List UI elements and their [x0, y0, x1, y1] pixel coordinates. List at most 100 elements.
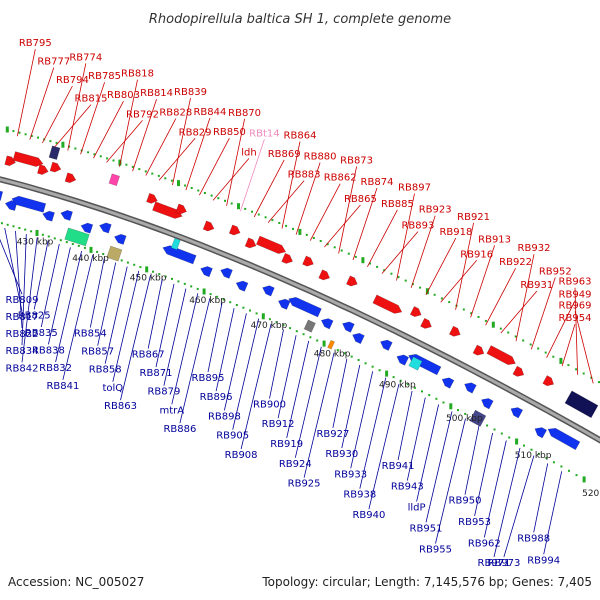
label-leader-line [226, 118, 245, 206]
tick-dot [529, 343, 532, 346]
reverse-gene-arrow [235, 280, 249, 292]
label-leader-line [561, 323, 576, 367]
tick-dot [49, 140, 52, 143]
reverse-gene-label: RB842 [6, 363, 39, 374]
misc-feature-block [48, 145, 61, 160]
kbp-scale-label: 490 kbp [379, 380, 416, 390]
label-leader-line [309, 183, 341, 241]
tick-dot [12, 225, 15, 228]
misc-feature-block [106, 245, 123, 262]
tick-dot [99, 155, 102, 158]
backbone-line [0, 177, 600, 442]
label-leader-line [493, 447, 521, 558]
tick-dot [139, 266, 142, 269]
tick-dot [347, 252, 350, 255]
reverse-gene-arrow [277, 298, 291, 310]
tick-dot [544, 351, 547, 354]
forward-gene-label: RB963 [559, 277, 592, 288]
misc-feature-block [64, 227, 90, 247]
forward-gene-label: RB777 [37, 57, 70, 68]
tick-dot [537, 452, 540, 455]
reverse-gene-label: RB951 [410, 523, 443, 534]
tick-dot [196, 287, 199, 290]
tick-dot [278, 222, 281, 224]
tick-dot [271, 219, 274, 222]
tick-dot [203, 192, 206, 194]
forward-gene-label: RB954 [559, 313, 592, 324]
reverse-gene-arrow [42, 210, 55, 222]
label-leader-line [533, 463, 549, 533]
map-title: Rhodopirellula baltica SH 1, complete ge… [149, 12, 451, 27]
tick-dot [493, 428, 496, 431]
tick-dot [106, 157, 109, 160]
tick-dot [491, 321, 495, 328]
forward-gene-label: RB931 [520, 280, 553, 291]
forward-gene-label: RB794 [56, 75, 89, 86]
tick-dot [500, 432, 503, 435]
topology-summary-text: Topology: circular; Length: 7,145,576 bp… [261, 575, 592, 589]
tick-dot [305, 233, 308, 236]
label-leader-line [381, 231, 419, 274]
tick-dot [289, 327, 292, 330]
tick-dot [383, 269, 386, 272]
forward-gene-label: RB874 [361, 177, 394, 188]
forward-gene-label: RB862 [324, 173, 357, 184]
tick-dot [152, 270, 154, 273]
label-leader-line [40, 243, 60, 327]
forward-gene-label: RB850 [213, 127, 246, 138]
tick-dot [118, 159, 122, 166]
label-leader-line [359, 377, 387, 489]
tick-dot [59, 239, 62, 242]
genome-backbone [0, 176, 600, 444]
forward-gene-label: RB897 [398, 183, 431, 194]
label-leader-line [112, 270, 140, 382]
forward-gene-label: RB865 [344, 194, 377, 205]
tick-dot [440, 297, 443, 300]
forward-gene-arrow [228, 224, 241, 236]
reverse-gene-arrow [441, 377, 455, 389]
label-leader-line [42, 85, 73, 144]
label-leader-line [341, 364, 361, 449]
misc-feature-block [170, 237, 181, 251]
reverse-gene-label: RB867 [132, 350, 165, 361]
label-leader-line [470, 245, 495, 318]
reverse-gene-arrow [481, 398, 494, 410]
forward-gene-arrow [244, 237, 257, 249]
tick-dot [343, 352, 346, 355]
reverse-gene-label: RB953 [458, 517, 491, 528]
tick-dot [312, 237, 315, 239]
forward-gene-arrow [420, 317, 432, 329]
tick-dot [102, 253, 105, 255]
kbp-scale-label: 500 kbp [446, 414, 483, 424]
tick-dot [268, 318, 271, 321]
forward-gene-arrow [372, 294, 403, 314]
tick-dot [47, 235, 50, 238]
tick-dot [559, 357, 563, 364]
tick-dot [364, 362, 367, 365]
label-leader-line [179, 298, 211, 424]
label-leader-line [21, 237, 38, 363]
tick-dot [261, 313, 265, 320]
forward-gene-label: RB815 [75, 94, 108, 105]
tick-dot [230, 202, 233, 205]
label-leader-line [397, 390, 413, 460]
label-leader-line [367, 209, 398, 267]
tick-dot [89, 246, 93, 253]
label-leader-line [253, 159, 285, 218]
reverse-gene-label: RB930 [325, 449, 358, 460]
tick-dot [170, 179, 173, 182]
label-leader-line [410, 215, 436, 288]
label-leader-line [416, 404, 439, 502]
reverse-gene-arrow [162, 245, 197, 265]
forward-gene-label: ldh [241, 147, 256, 158]
label-leader-line [0, 238, 23, 295]
reverse-gene-arrow [220, 267, 233, 279]
tick-dot [209, 293, 212, 296]
label-leader-line [199, 138, 230, 196]
gene-features [0, 145, 599, 451]
forward-gene-arrow [36, 164, 49, 175]
tick-dot [5, 126, 9, 133]
reverse-gene-label: RB841 [46, 381, 79, 392]
tick-dot [486, 424, 489, 427]
tick-dot [217, 197, 220, 200]
